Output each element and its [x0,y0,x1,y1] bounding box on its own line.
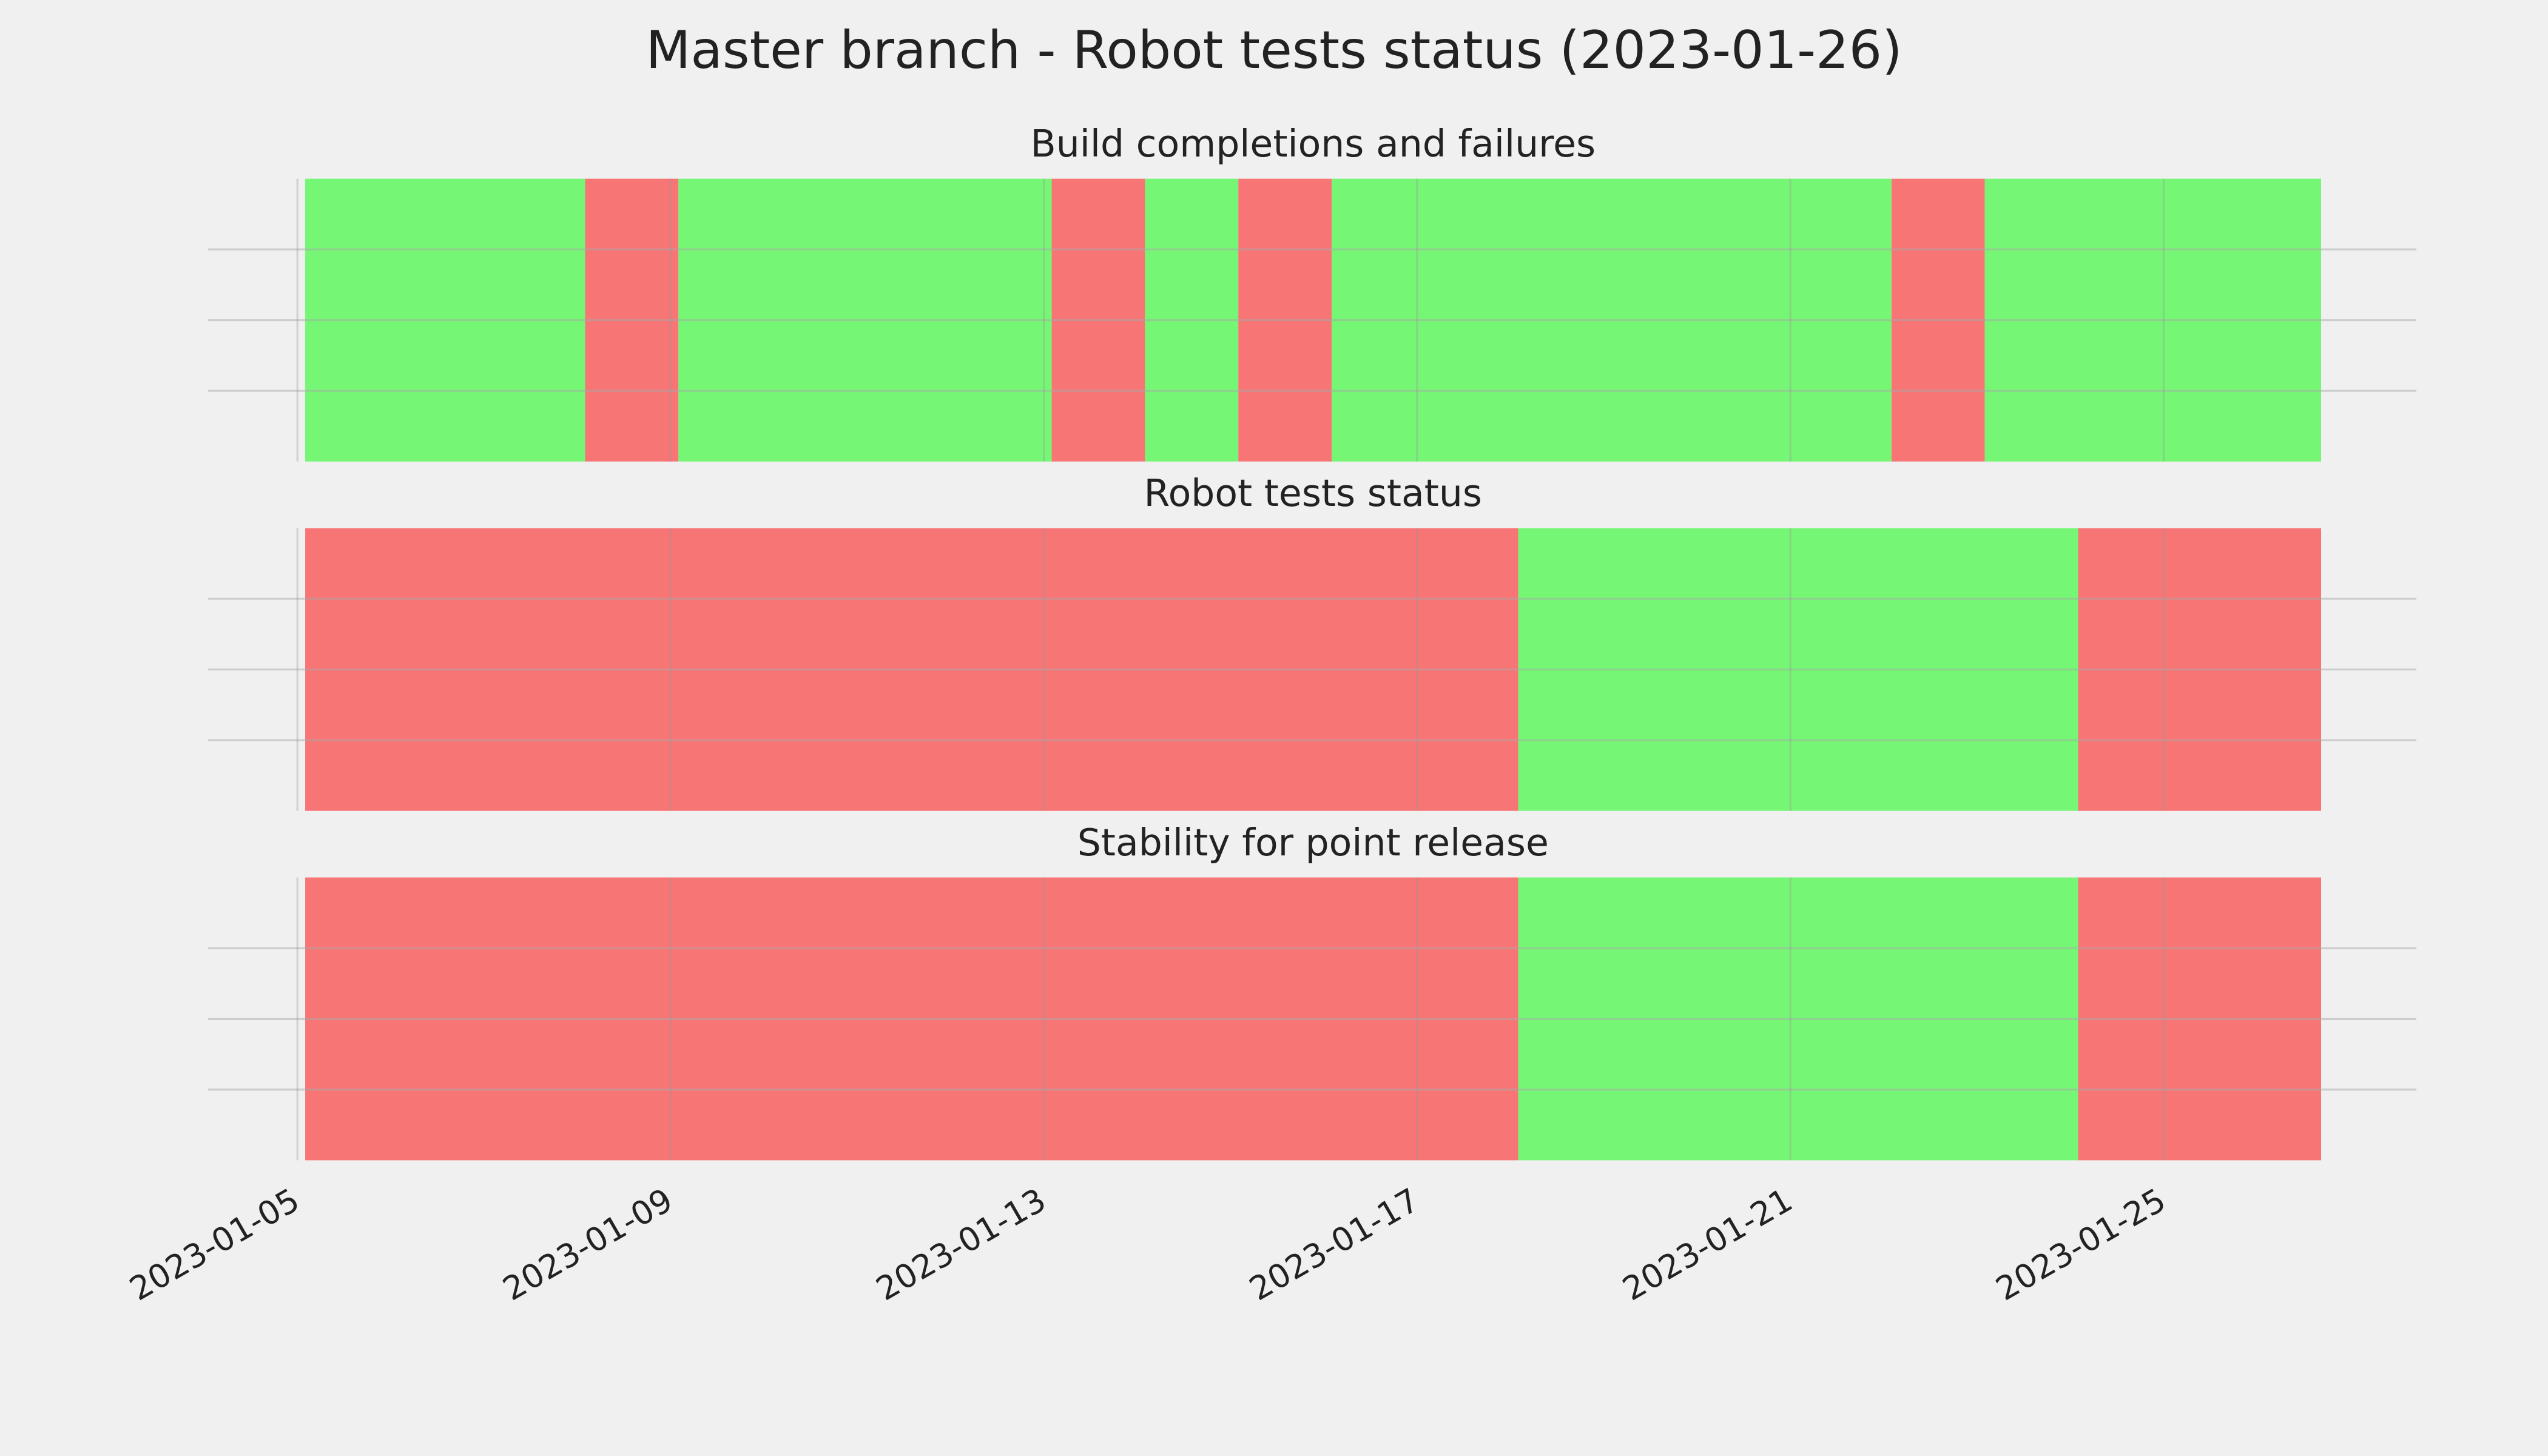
panel-title: Robot tests status [1144,471,1482,515]
panel-title: Stability for point release [1077,821,1549,864]
chart-title: Master branch - Robot tests status (2023… [645,20,1902,81]
panel-title: Build completions and failures [1030,122,1596,166]
